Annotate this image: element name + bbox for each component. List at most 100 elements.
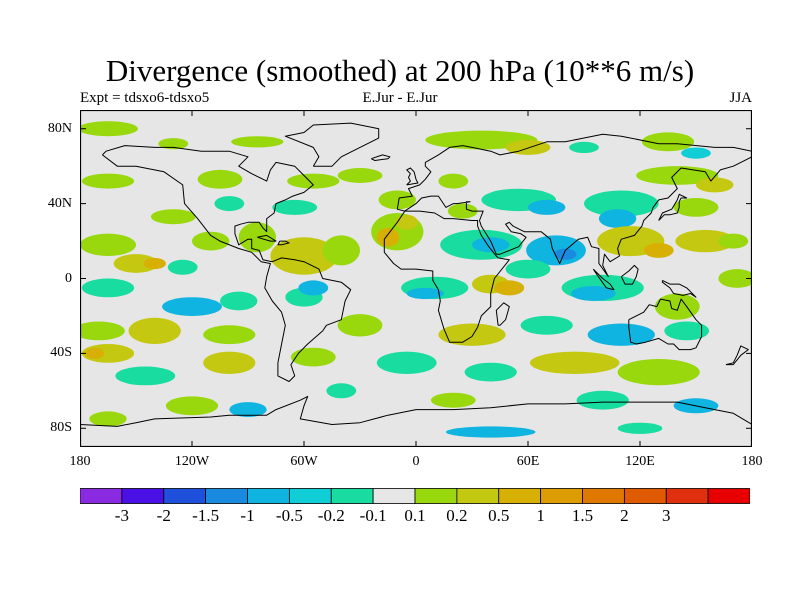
coastline-10 bbox=[620, 264, 639, 285]
divergence-contour-11 bbox=[337, 168, 383, 183]
divergence-contour-35 bbox=[376, 227, 400, 247]
divergence-contour-51 bbox=[406, 287, 444, 300]
colorbar-swatch-9 bbox=[456, 488, 500, 504]
colorbar-swatch-13 bbox=[623, 488, 667, 504]
colorbar-swatch-6 bbox=[330, 488, 374, 504]
colorbar-swatch-12 bbox=[582, 488, 625, 504]
x-tick-label: 120E bbox=[625, 454, 655, 469]
divergence-contour-58 bbox=[80, 321, 125, 341]
divergence-contour-31 bbox=[270, 237, 338, 275]
divergence-contour-64 bbox=[587, 323, 655, 346]
divergence-contour-63 bbox=[520, 315, 573, 335]
divergence-contour-80 bbox=[576, 390, 629, 410]
divergence-contour-26 bbox=[113, 254, 159, 273]
page-title: Divergence (smoothed) at 200 hPa (10**6 … bbox=[105, 53, 695, 88]
colorbar-label: 0.2 bbox=[446, 506, 468, 525]
divergence-contour-71 bbox=[376, 351, 437, 374]
colorbar-swatch-0 bbox=[80, 488, 123, 504]
divergence-contour-10 bbox=[287, 173, 340, 189]
divergence-contour-44 bbox=[718, 233, 749, 249]
coastline-4 bbox=[628, 298, 703, 351]
colorbar-swatch-2 bbox=[163, 488, 207, 504]
coastline-13 bbox=[277, 240, 290, 246]
divergence-contour-7 bbox=[569, 141, 599, 153]
colorbar-label: -0.1 bbox=[359, 506, 387, 525]
colorbar bbox=[80, 488, 750, 504]
divergence-contour-73 bbox=[529, 351, 620, 374]
x-tick-label: 120W bbox=[174, 454, 210, 469]
divergence-contour-24 bbox=[673, 198, 719, 217]
divergence-contour-78 bbox=[326, 383, 357, 399]
colorbar-swatch-11 bbox=[540, 488, 583, 504]
divergence-contour-69 bbox=[203, 351, 256, 374]
colorbar-label: 3 bbox=[662, 506, 671, 525]
divergence-contour-61 bbox=[337, 314, 383, 337]
x-tick-label: 0 bbox=[412, 454, 420, 469]
x-tick-label: 180 bbox=[69, 454, 91, 469]
colorbar-label: 0.5 bbox=[488, 506, 510, 525]
divergence-contour-77 bbox=[229, 402, 267, 418]
divergence-contour-25 bbox=[80, 233, 136, 256]
divergence-contour-72 bbox=[464, 362, 517, 382]
coastline-2 bbox=[396, 133, 752, 278]
colorbar-swatch-14 bbox=[665, 488, 709, 504]
coastline-5 bbox=[80, 395, 752, 427]
divergence-contour-0 bbox=[80, 121, 138, 137]
colorbar-label: 1 bbox=[536, 506, 545, 525]
divergence-contour-42 bbox=[643, 242, 674, 258]
coastline-1 bbox=[284, 122, 380, 167]
colorbar-label: -2 bbox=[156, 506, 171, 525]
coastline-3 bbox=[383, 210, 510, 343]
divergence-contour-19 bbox=[447, 203, 478, 219]
coastline-0 bbox=[102, 145, 352, 382]
divergence-contour-76 bbox=[165, 396, 219, 416]
colorbar-swatch-8 bbox=[414, 488, 458, 504]
divergence-contour-57 bbox=[718, 269, 752, 288]
divergence-contour-15 bbox=[150, 209, 196, 225]
divergence-contour-17 bbox=[272, 199, 318, 215]
divergence-contour-62 bbox=[438, 323, 506, 346]
divergence-contour-75 bbox=[89, 411, 127, 427]
divergence-contour-9 bbox=[197, 169, 243, 189]
colorbar-swatch-5 bbox=[288, 488, 332, 504]
colorbar-label: -3 bbox=[114, 506, 129, 525]
divergence-contour-60 bbox=[203, 325, 256, 345]
colorbar-swatch-10 bbox=[498, 488, 542, 504]
divergence-contour-30 bbox=[167, 259, 198, 275]
colorbar-swatch-1 bbox=[121, 488, 165, 504]
divergence-contour-65 bbox=[664, 321, 710, 341]
divergence-contour-8 bbox=[81, 173, 135, 189]
divergence-contour-2 bbox=[231, 136, 284, 148]
comparison-label: E.Jur - E.Jur bbox=[362, 90, 438, 106]
divergence-contour-55 bbox=[570, 286, 616, 301]
divergence-contour-22 bbox=[584, 190, 659, 217]
coastline-14 bbox=[257, 234, 277, 242]
divergence-contour-23 bbox=[598, 209, 637, 228]
colorbar-label: 1.5 bbox=[571, 506, 594, 525]
y-tick-label: 80N bbox=[47, 120, 72, 136]
x-tick-label: 180 bbox=[741, 454, 763, 469]
coastline-8 bbox=[495, 302, 510, 326]
season-label: JJA bbox=[729, 90, 752, 106]
coastline-12 bbox=[725, 345, 749, 366]
divergence-contour-46 bbox=[162, 297, 222, 316]
colorbar-swatch-15 bbox=[707, 488, 750, 504]
divergence-contour-5 bbox=[641, 132, 695, 152]
divergence-contour-83 bbox=[617, 422, 663, 434]
divergence-contour-43 bbox=[675, 229, 736, 253]
experiment-label: Expt = tdsxo6-tdsxo5 bbox=[80, 90, 210, 106]
coastline-11 bbox=[661, 279, 697, 298]
divergence-contour-16 bbox=[214, 196, 245, 212]
divergence-contour-37 bbox=[472, 237, 510, 253]
divergence-map bbox=[80, 110, 752, 447]
divergence-contour-47 bbox=[220, 291, 258, 311]
divergence-contour-67 bbox=[85, 347, 105, 359]
divergence-contour-82 bbox=[445, 426, 536, 438]
divergence-contour-34 bbox=[395, 214, 418, 230]
coastline-15 bbox=[370, 154, 391, 161]
x-tick-label: 60W bbox=[290, 454, 318, 469]
divergence-contour-59 bbox=[128, 317, 181, 344]
x-tick-label: 60E bbox=[516, 454, 540, 469]
divergence-contour-28 bbox=[192, 231, 230, 251]
colorbar-swatch-3 bbox=[205, 488, 248, 504]
